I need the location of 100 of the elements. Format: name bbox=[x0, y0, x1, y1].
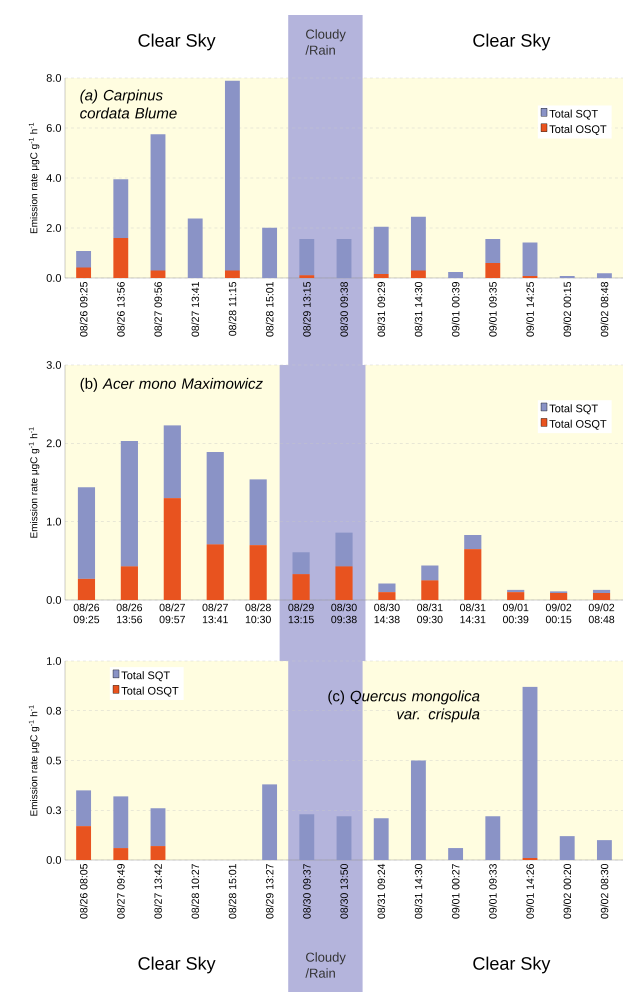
bar bbox=[374, 818, 389, 860]
y-tick-label: 0.3 bbox=[46, 806, 62, 814]
legend-label: Total OSQT bbox=[549, 420, 606, 430]
legend-label: Total OSQT bbox=[121, 686, 178, 697]
x-tick-label: 08/27 09:56 bbox=[154, 282, 162, 337]
bar bbox=[550, 592, 568, 600]
y-tick-label: 0.8 bbox=[46, 706, 62, 715]
x-tick-label: 08/31 09:24 bbox=[377, 864, 386, 919]
x-tick-label: 09/02 08:30 bbox=[600, 864, 608, 919]
legend-label: Total SQT bbox=[549, 404, 598, 414]
x-tick-label: 08/28 15:01 bbox=[228, 864, 236, 919]
bar bbox=[150, 808, 166, 846]
y-tick-label: 1.0 bbox=[47, 657, 62, 665]
x-tick-label: 08/31 14:30 bbox=[414, 282, 422, 337]
bar bbox=[120, 566, 138, 600]
bar bbox=[485, 238, 500, 263]
bar bbox=[448, 848, 464, 860]
bar bbox=[596, 840, 612, 860]
bar bbox=[206, 452, 224, 544]
x-tick-label: 09/02 00:15 bbox=[546, 604, 572, 624]
bar bbox=[374, 274, 389, 278]
bar bbox=[224, 270, 240, 278]
x-tick-label: 09/01 00:39 bbox=[452, 282, 460, 337]
x-tick-label: 08/30 09:37 bbox=[302, 864, 311, 919]
bar bbox=[464, 549, 482, 600]
bar bbox=[120, 440, 138, 566]
x-tick-label: 09/02 08:48 bbox=[588, 604, 614, 624]
bar bbox=[335, 532, 353, 566]
x-tick-label: 09/02 08:48 bbox=[600, 282, 608, 337]
bar bbox=[448, 272, 464, 278]
x-tick-label: 08/30 09:38 bbox=[331, 604, 357, 624]
bar bbox=[188, 218, 203, 278]
y-tick-label: 0.0 bbox=[46, 596, 62, 604]
bar bbox=[250, 479, 267, 546]
bar bbox=[378, 592, 396, 600]
bar bbox=[164, 498, 181, 600]
x-tick-label: 08/29 13:15 bbox=[288, 604, 314, 624]
bar bbox=[464, 534, 482, 550]
bar bbox=[485, 262, 500, 278]
bar bbox=[299, 814, 314, 860]
x-tick-label: 09/01 14:26 bbox=[526, 864, 534, 919]
bar bbox=[224, 80, 240, 270]
legend-label: Total SQT bbox=[549, 110, 598, 120]
bar bbox=[78, 487, 96, 579]
bar bbox=[76, 267, 92, 278]
bar bbox=[421, 566, 438, 580]
x-tick-label: 08/28 10:27 bbox=[191, 864, 200, 919]
x-tick-label: 08/27 13:41 bbox=[191, 282, 200, 337]
y-tick-label: 0.0 bbox=[46, 856, 62, 864]
y-tick-label: 2.0 bbox=[46, 224, 62, 232]
legend-label: Total OSQT bbox=[549, 124, 606, 136]
y-tick-label: 0.0 bbox=[46, 274, 62, 282]
x-tick-label: 08/26 09:25 bbox=[80, 282, 88, 337]
y-axis-title: Emission rate μgC g$^{-1}$ h$^{-1}$ bbox=[28, 705, 40, 816]
bar bbox=[206, 544, 224, 600]
bar bbox=[150, 134, 166, 270]
x-tick-label: 08/27 13:41 bbox=[202, 604, 228, 624]
x-tick-label: 09/01 09:35 bbox=[488, 282, 497, 337]
bar bbox=[113, 848, 128, 860]
x-tick-label: 08/30 09:38 bbox=[340, 282, 348, 337]
x-tick-label: 09/02 00:20 bbox=[563, 864, 572, 919]
x-tick-label: 08/29 13:27 bbox=[266, 864, 274, 919]
bar bbox=[410, 270, 426, 278]
bar bbox=[335, 566, 353, 600]
x-tick-label: 08/26 13:56 bbox=[116, 282, 125, 337]
band-label: Cloudy /Rain bbox=[305, 29, 346, 55]
text: Clear Sky bbox=[473, 34, 550, 50]
legend-label: Total SQT bbox=[121, 671, 170, 682]
y-tick-label: 2.0 bbox=[46, 439, 62, 448]
x-tick-label: 08/27 13:42 bbox=[154, 864, 162, 919]
bar bbox=[150, 270, 166, 278]
x-tick-label: 09/01 09:33 bbox=[488, 864, 497, 919]
x-tick-label: 09/01 00:39 bbox=[502, 604, 528, 624]
bar bbox=[299, 275, 314, 278]
x-tick-label: 08/31 14:30 bbox=[414, 864, 422, 919]
bar bbox=[596, 273, 612, 278]
x-tick-label: 09/01 14:25 bbox=[526, 282, 534, 337]
bar bbox=[336, 816, 352, 860]
bar bbox=[76, 826, 92, 860]
y-tick-label: 0.5 bbox=[46, 756, 62, 764]
x-tick-label: 08/30 13:50 bbox=[340, 864, 348, 919]
x-tick-label: 08/26 13:56 bbox=[116, 604, 142, 624]
text: (a) Carpinus cordata Blume bbox=[80, 90, 177, 119]
bar bbox=[292, 552, 310, 574]
bar bbox=[522, 686, 538, 858]
bar bbox=[374, 226, 389, 274]
x-tick-label: 08/26 09:25 bbox=[74, 604, 100, 624]
text: (c) Quercus mongolica var. crispula bbox=[328, 690, 480, 722]
bar bbox=[76, 790, 92, 826]
bar bbox=[78, 578, 96, 600]
bar bbox=[76, 250, 92, 268]
bar bbox=[507, 592, 524, 600]
y-axis-title: Emission rate μgC g$^{-1}$ h$^{-1}$ bbox=[28, 122, 40, 234]
x-tick-label: 08/29 13:15 bbox=[302, 282, 311, 337]
text: Clear Sky bbox=[138, 34, 216, 50]
text: (b) Acer mono Maximowicz bbox=[80, 378, 263, 392]
bar bbox=[485, 816, 500, 860]
x-tick-label: 08/27 09:49 bbox=[116, 864, 125, 919]
bar bbox=[113, 179, 128, 238]
x-tick-label: 08/28 10:30 bbox=[245, 604, 271, 624]
